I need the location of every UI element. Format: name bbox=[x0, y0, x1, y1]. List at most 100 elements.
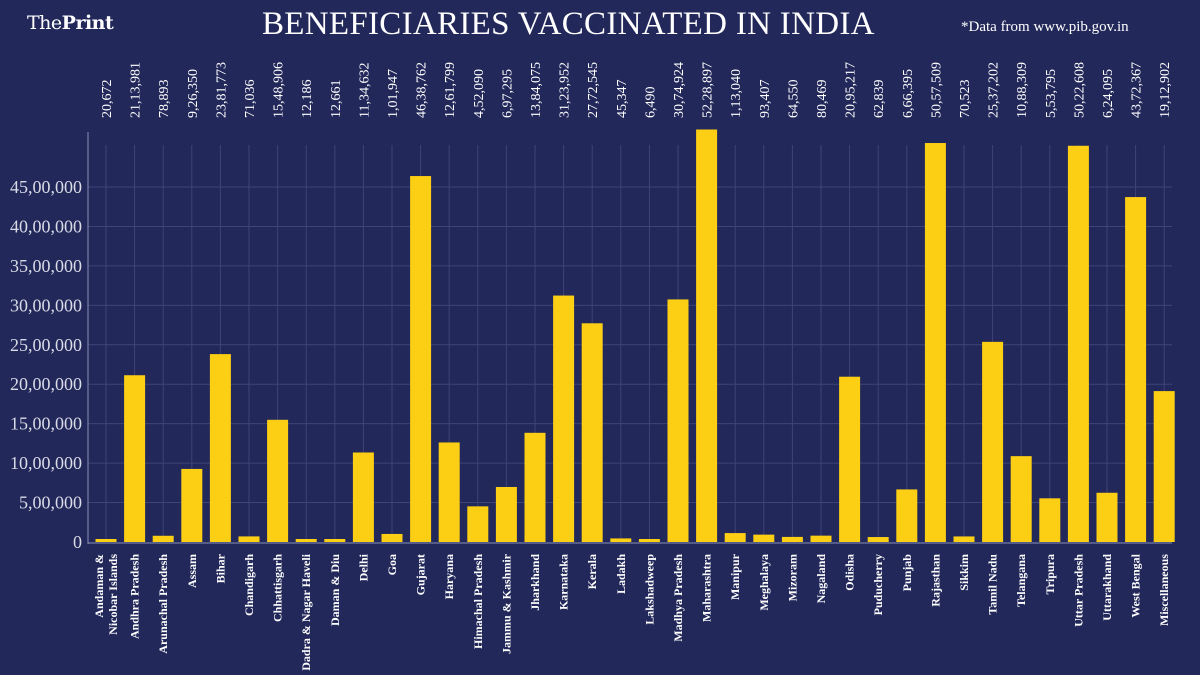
x-tick-label: Daman & Diu bbox=[328, 554, 342, 626]
x-tick-label: Ladakh bbox=[614, 554, 628, 594]
bar bbox=[982, 341, 1004, 542]
bar bbox=[724, 533, 746, 542]
bar bbox=[1039, 498, 1061, 542]
x-tick-label: Sikkim bbox=[957, 554, 971, 591]
bars bbox=[95, 129, 1175, 543]
data-label: 23,81,773 bbox=[214, 62, 229, 118]
data-label: 20,672 bbox=[100, 80, 115, 119]
y-tick-label: 0 bbox=[73, 532, 82, 552]
y-axis-ticks: 0 5,00,000 10,00,000 15,00,000 20,00,000 25,0… bbox=[10, 177, 82, 552]
bar bbox=[781, 536, 803, 542]
y-tick-label: 20,00,000 bbox=[10, 374, 82, 394]
x-axis-labels: Andaman &Nicobar Islands Andhra Pradesh Ar… bbox=[92, 553, 1171, 670]
x-tick-label: Nagaland bbox=[814, 554, 828, 604]
x-tick-label: Himachal Pradesh bbox=[471, 554, 485, 649]
bar bbox=[352, 452, 374, 542]
x-tick-label: Telangana bbox=[1014, 554, 1028, 607]
data-label: 30,74,924 bbox=[672, 62, 687, 118]
bar bbox=[867, 537, 889, 542]
x-tick-label: Kerala bbox=[585, 554, 599, 589]
x-tick-label: Meghalaya bbox=[757, 554, 771, 611]
bar bbox=[209, 354, 231, 542]
x-tick-label: Jammu & Kashmir bbox=[499, 553, 513, 654]
data-label: 71,036 bbox=[243, 80, 258, 119]
y-tick-label: 45,00,000 bbox=[10, 177, 82, 197]
x-tick-label: Puducherry bbox=[871, 554, 885, 615]
data-label: 6,97,295 bbox=[500, 69, 515, 118]
y-tick-label: 5,00,000 bbox=[19, 493, 82, 513]
bar bbox=[696, 129, 718, 543]
x-tick-label: Delhi bbox=[356, 553, 370, 581]
x-tick-label: Uttar Pradesh bbox=[1071, 554, 1085, 627]
x-tick-label: Lakshadweep bbox=[642, 554, 656, 625]
bar bbox=[267, 419, 289, 542]
bar bbox=[295, 539, 317, 542]
bar bbox=[581, 323, 603, 542]
data-label: 9,26,350 bbox=[186, 69, 201, 118]
x-tick-label: Andaman &Nicobar Islands bbox=[92, 554, 120, 635]
bar bbox=[467, 506, 489, 542]
bar bbox=[553, 295, 575, 542]
x-tick-label: Odisha bbox=[843, 554, 857, 591]
data-label: 10,88,309 bbox=[1015, 62, 1030, 118]
x-tick-label: Punjab bbox=[900, 554, 914, 592]
x-tick-label: Karnataka bbox=[557, 554, 571, 610]
x-tick-label-line: Andaman & bbox=[92, 554, 106, 618]
data-label: 12,186 bbox=[300, 80, 315, 119]
x-tick-label: Gujarat bbox=[414, 554, 428, 595]
bar bbox=[839, 376, 861, 542]
x-tick-label: Tamil Nadu bbox=[986, 554, 1000, 615]
x-tick-label: Haryana bbox=[442, 554, 456, 599]
y-tick-label: 15,00,000 bbox=[10, 414, 82, 434]
bar bbox=[667, 299, 689, 542]
x-tick-label: West Bengal bbox=[1129, 553, 1143, 617]
data-label: 46,38,762 bbox=[415, 62, 430, 118]
y-tick-label: 40,00,000 bbox=[10, 216, 82, 236]
data-label: 15,48,906 bbox=[272, 62, 287, 118]
data-label: 27,72,545 bbox=[586, 62, 601, 118]
data-label: 11,34,632 bbox=[357, 63, 372, 118]
bar bbox=[638, 539, 660, 542]
bar bbox=[95, 539, 117, 542]
bar bbox=[953, 536, 975, 542]
x-tick-label: Goa bbox=[385, 554, 399, 575]
data-label: 21,13,981 bbox=[129, 62, 144, 118]
data-label: 19,12,902 bbox=[1158, 62, 1173, 118]
x-tick-label: Andhra Pradesh bbox=[128, 554, 142, 639]
x-tick-label: Manipur bbox=[728, 553, 742, 600]
bar bbox=[124, 375, 146, 542]
data-label: 6,490 bbox=[643, 87, 658, 119]
x-tick-label: Miscellaneous bbox=[1157, 554, 1171, 626]
bar bbox=[324, 539, 346, 542]
x-tick-label: Madhya Pradesh bbox=[671, 554, 685, 642]
x-tick-label: Bihar bbox=[213, 553, 227, 583]
data-label: 6,24,095 bbox=[1101, 69, 1116, 118]
data-label: 70,523 bbox=[958, 80, 973, 119]
y-tick-label: 25,00,000 bbox=[10, 335, 82, 355]
x-tick-label: Chhattisgarh bbox=[271, 554, 285, 622]
data-label: 50,22,608 bbox=[1072, 62, 1087, 118]
data-label: 31,23,952 bbox=[558, 62, 573, 118]
bar bbox=[410, 176, 432, 542]
bar bbox=[753, 534, 775, 542]
x-tick-label-line: Nicobar Islands bbox=[106, 554, 120, 635]
data-label: 12,661 bbox=[329, 80, 344, 119]
bar bbox=[438, 442, 460, 542]
bar bbox=[810, 535, 832, 542]
x-tick-label: Uttarakhand bbox=[1100, 554, 1114, 621]
data-label: 13,84,075 bbox=[529, 62, 544, 118]
gridlines bbox=[87, 132, 1172, 544]
data-label: 20,95,217 bbox=[844, 62, 859, 118]
data-label: 6,66,395 bbox=[901, 69, 916, 118]
bar bbox=[381, 533, 403, 542]
data-label: 1,13,040 bbox=[729, 69, 744, 118]
x-tick-label: Chandigarh bbox=[242, 554, 256, 616]
y-tick-label: 35,00,000 bbox=[10, 256, 82, 276]
x-tick-label: Assam bbox=[185, 554, 199, 588]
x-tick-label: Dadra & Nagar Haveli bbox=[299, 553, 313, 670]
data-label: 64,550 bbox=[786, 80, 801, 119]
logo-print: Print bbox=[61, 12, 114, 34]
data-label: 12,61,799 bbox=[443, 62, 458, 118]
x-tick-label: Jharkhand bbox=[528, 554, 542, 611]
